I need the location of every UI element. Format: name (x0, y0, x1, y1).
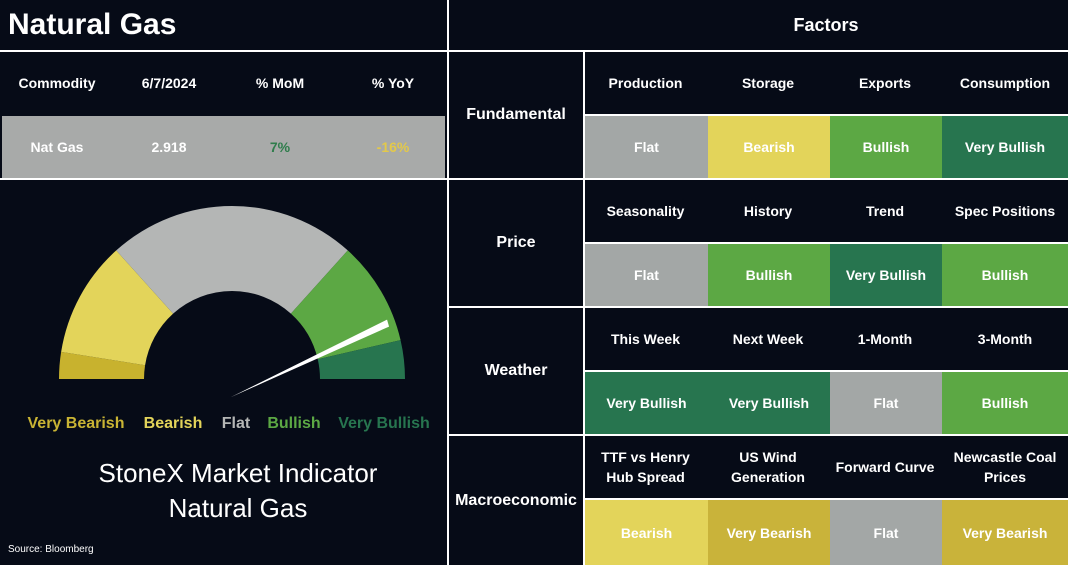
table-cell: 7% (269, 139, 291, 155)
group-label-box (449, 52, 583, 178)
factor-rating: Bullish (708, 244, 830, 306)
factor-name: This Week (611, 331, 680, 347)
factor-name: Consumption (959, 75, 1051, 91)
gauge: Very Bearish Bearish Flat Bullish Very Bulli… (28, 206, 430, 523)
gauge-label: Flat (222, 415, 251, 432)
page-title: Natural Gas (8, 8, 177, 41)
gauge-segment (61, 250, 174, 366)
factor-name: Production (608, 75, 683, 91)
gauge-label: Bullish (267, 415, 320, 432)
table-header-cell: % YoY (371, 75, 415, 91)
factor-rating: Bullish (942, 372, 1068, 434)
table-header-cell: 6/7/2024 (141, 75, 197, 91)
factor-name: History (743, 203, 793, 219)
group-label: Macroeconomic (455, 491, 577, 509)
table-cell: 2.918 (151, 139, 187, 155)
factor-name: 3-Month (977, 331, 1033, 347)
indicator-title: StoneX Market Indicator (99, 458, 378, 488)
factor-rating: Very Bullish (942, 116, 1068, 178)
gauge-segment (116, 206, 348, 314)
group-label-box (449, 436, 583, 565)
factor-name: Seasonality (606, 203, 685, 219)
gauge-needle (230, 319, 390, 398)
group-label: Weather (484, 362, 548, 379)
factor-rating: Very Bearish (708, 500, 830, 565)
indicator-title: Natural Gas (169, 493, 308, 523)
factor-rating: Very Bearish (942, 500, 1068, 565)
item-header-band (585, 436, 1068, 498)
table-cell: Nat Gas (30, 139, 84, 155)
factor-name: Next Week (732, 331, 804, 347)
factor-name: 1-Month (857, 331, 913, 347)
gauge-label: Very Bullish (338, 415, 430, 432)
gauge-segment (59, 351, 146, 379)
title-panel (0, 0, 447, 50)
factor-name: Exports (858, 75, 912, 91)
group-label-box (449, 308, 583, 434)
group-label: Fundamental (466, 106, 566, 123)
factor-rating: Very Bullish (585, 372, 708, 434)
factor-rating: Flat (830, 372, 942, 434)
factor-name: Newcastle Coal Prices (953, 449, 1057, 485)
factor-rating: Bearish (585, 500, 708, 565)
factor-rating: Bearish (708, 116, 830, 178)
gauge-segment (317, 340, 405, 379)
table-header-cell: Commodity (18, 75, 96, 91)
factor-rating: Very Bullish (830, 244, 942, 306)
factors-header (449, 0, 1068, 50)
factor-rating: Very Bullish (708, 372, 830, 434)
factors-title: Factors (793, 15, 859, 35)
factor-rating: Flat (585, 116, 708, 178)
factor-name: Forward Curve (835, 459, 935, 475)
factor-name: TTF vs Henry Hub Spread (601, 449, 690, 485)
item-header-band (585, 52, 1068, 114)
group-label-box (449, 180, 583, 306)
table-cell: -16% (376, 139, 410, 155)
table-row-bg (2, 116, 445, 178)
gauge-label: Very Bearish (28, 415, 125, 432)
group-label: Price (496, 234, 536, 251)
factor-rating: Flat (585, 244, 708, 306)
factor-name: Spec Positions (954, 203, 1056, 219)
factor-name: US Wind Generation (731, 449, 805, 485)
source: Source: Bloomberg (8, 544, 94, 555)
factor-name: Storage (741, 75, 795, 91)
factor-name: Trend (865, 203, 905, 219)
gauge-label: Bearish (144, 415, 203, 432)
item-header-band (585, 180, 1068, 242)
factor-rating: Bullish (830, 116, 942, 178)
table-header-cell: % MoM (255, 75, 305, 91)
item-header-band (585, 308, 1068, 370)
factor-rating: Bullish (942, 244, 1068, 306)
factor-rating: Flat (830, 500, 942, 565)
